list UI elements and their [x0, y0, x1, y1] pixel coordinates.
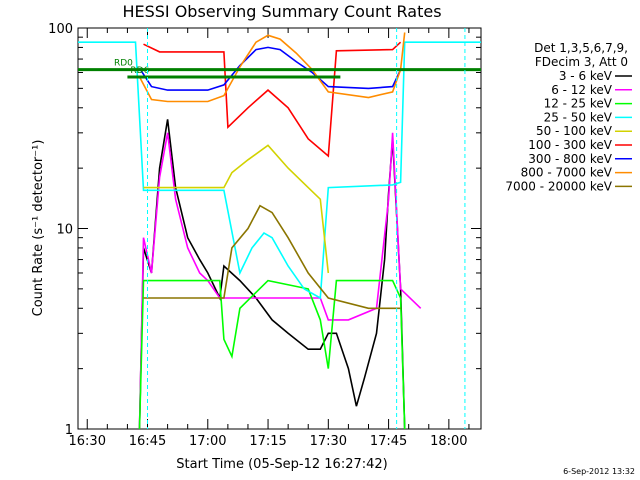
x-tick-label: 17:00 [189, 434, 226, 449]
series-line [138, 119, 406, 430]
legend-entry-label: 50 - 100 keV [536, 124, 613, 138]
series-line [143, 144, 330, 274]
legend-entry-label: 300 - 800 keV [528, 152, 612, 166]
legend-entry-label: 800 - 7000 keV [521, 166, 613, 180]
y-tick-label: 100 [48, 22, 73, 37]
y-tick-label: 1 [65, 423, 73, 438]
series-line [143, 41, 402, 158]
x-tick-label: 16:45 [129, 434, 166, 449]
legend-header-line-2: FDecim 3, Att 0 [535, 55, 628, 69]
legend-entry-label: 25 - 50 keV [544, 110, 613, 124]
series-line [138, 46, 402, 91]
x-tick-label: 17:45 [370, 434, 407, 449]
attenuator-label: RD6 [130, 66, 149, 76]
series-layer [78, 32, 481, 430]
y-axis-label: Count Rate (s⁻¹ detector⁻¹) [31, 140, 46, 317]
series-line [138, 32, 406, 103]
x-axis-label: Start Time (05-Sep-12 16:27:42) [176, 457, 387, 472]
legend-entry-label: 6 - 12 keV [551, 83, 613, 97]
legend-entry-label: 3 - 6 keV [559, 69, 613, 83]
legend-entry-label: 12 - 25 keV [544, 97, 613, 111]
attenuator-label: RD0 [114, 59, 133, 69]
x-tick-label: 18:00 [430, 434, 467, 449]
series-line [138, 279, 406, 430]
y-axis: 1 10 100 [48, 22, 481, 438]
x-tick-label: 17:30 [310, 434, 347, 449]
footer-date: 6-Sep-2012 13:32 [563, 467, 635, 476]
x-tick-label: 17:15 [249, 434, 286, 449]
x-tick-label: 16:30 [69, 434, 106, 449]
legend-entry-label: 100 - 300 keV [528, 138, 612, 152]
legend: Det 1,3,5,6,7,9, FDecim 3, Att 0 3 - 6 k… [505, 41, 632, 193]
legend-header-line-1: Det 1,3,5,6,7,9, [534, 41, 628, 55]
series-line [143, 204, 401, 310]
series-line [78, 41, 481, 300]
y-tick-label: 10 [56, 223, 73, 238]
x-axis: 16:30 16:45 17:00 17:15 17:30 17:45 18:00 [69, 28, 470, 449]
chart-title: HESSI Observing Summary Count Rates [122, 2, 441, 21]
legend-entry-label: 7000 - 20000 keV [505, 179, 612, 193]
